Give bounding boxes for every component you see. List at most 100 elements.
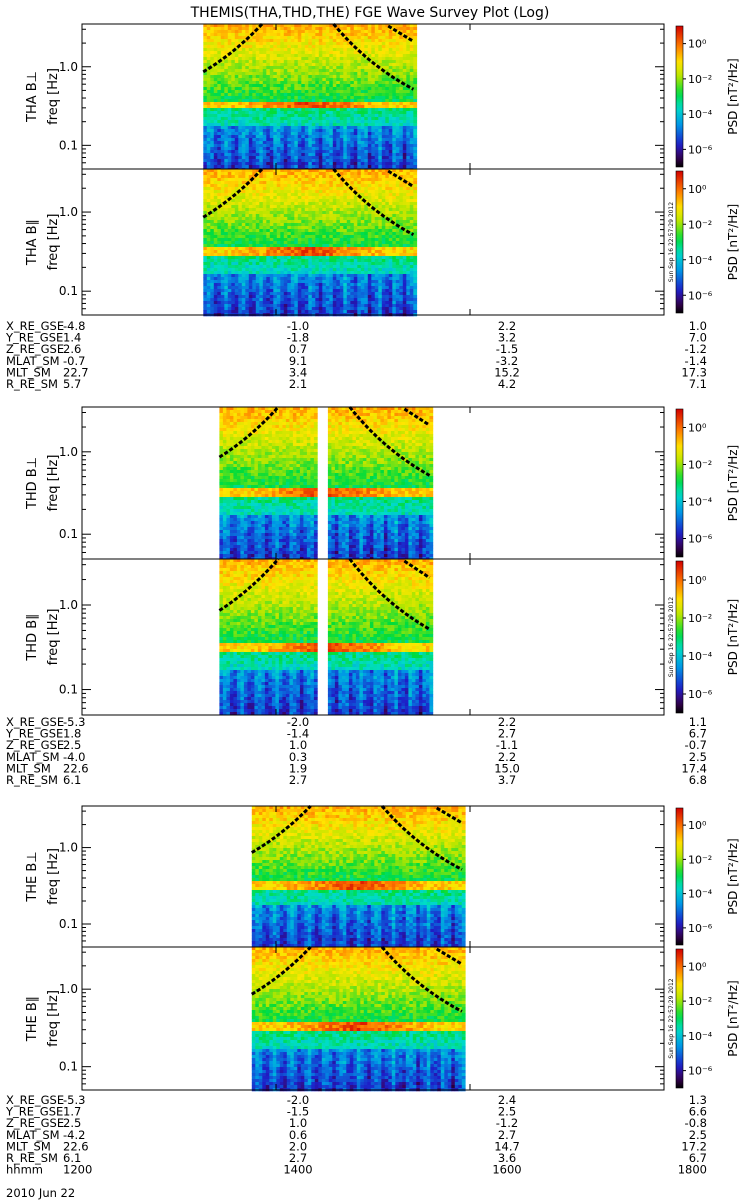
ephemeris-value: -1.8 [287,331,309,345]
harmonic-curve [387,169,415,188]
colorbar-tick-label: 10⁰ [688,819,707,832]
ephemeris-value: 3.4 [289,365,307,379]
colorbar-label: PSD [nT²/Hz] [726,838,740,914]
spectrogram-raster [251,806,466,948]
spectrogram-raster [203,169,418,317]
spectrogram-panel: 1.0 0.1 THE B∥ freq [Hz] 10⁰ 10⁻² 10⁻⁴ 10⁻⁶ PSD … [25,945,740,1092]
spectrogram-panel: 1.0 0.1 THA B∥ freq [Hz] 10⁰ 10⁻² 10⁻⁴ 10⁻⁶ PSD … [25,167,740,317]
ephemeris-row-name: X_RE_GSE [6,1093,64,1107]
colorbar [675,170,684,314]
ephemeris-tables: X_RE_GSE-4.8 -1.0 2.2 1.0Y_RE_GSE 1.4 -1.8 3.2… [5,319,707,1177]
colorbar-tick-label: 10⁰ [688,960,707,973]
colorbar-tick-label: 10⁻⁴ [688,1030,713,1043]
harmonic-curve [380,946,463,1013]
spectrogram-panel: 1.0 0.1 THE B⊥ freq [Hz] 10⁰ 10⁻² 10⁻⁴ 10⁻⁶ PSD … [25,804,740,948]
colorbar-tick-label: 10⁻⁶ [688,688,713,701]
ephemeris-value: 1.0 [689,319,707,333]
colorbar [675,25,684,168]
colorbar-label: PSD [nT²/Hz] [726,980,740,1056]
ephemeris-value: -1.0 [287,319,309,333]
plot-timestamp: Sun Sep 16 22:57:29 2012 [668,597,675,677]
colorbar-tick-label: 10⁻⁶ [688,1065,713,1078]
colorbar-tick-label: 10⁻⁶ [688,533,713,546]
ephemeris-value: 2.1 [289,377,307,391]
ephemeris-row-name: R_RE_SM [6,773,58,787]
colorbar-tick-label: 10⁻² [688,73,712,86]
y-axis-label: freq [Hz] [46,68,61,125]
ephemeris-row-name: Y_RE_GSE [5,727,63,741]
harmonic-curve [250,804,312,854]
ephemeris-table: X_RE_GSE-5.3 -2.0 2.2 1.1 Y_RE_GSE 1.8 -1.4 2.7… [5,715,707,787]
y-tick-label: 1.0 [59,60,78,74]
plot-timestamp: Sun Sep 16 22:57:29 2012 [668,202,675,282]
ephemeris-value: 2.5 [689,750,707,764]
spectrogram-raster [251,947,466,1092]
ephemeris-value: 6.7 [689,1151,707,1165]
ephemeris-value: 17.2 [681,1139,707,1153]
harmonic-curve [387,24,415,43]
ephemeris-row-name: MLT_SM [6,1139,51,1153]
ephemeris-value: -1.5 [496,342,518,356]
y-tick-label: 1.0 [59,205,78,219]
y-tick-label: 0.1 [59,683,78,697]
ephemeris-value: 14.7 [494,1139,520,1153]
ephemeris-value: 2.5 [498,1105,516,1119]
panel-label: THE B∥ [25,996,40,1042]
ephemeris-value: 2.2 [498,319,516,333]
ephemeris-value: 3.6 [498,1151,516,1165]
harmonic-curve [332,168,415,237]
colorbar-label: PSD [nT²/Hz] [726,58,740,134]
harmonic-curve [403,559,431,579]
ephemeris-value: 0.7 [289,342,307,356]
harmonic-curve [202,167,264,219]
ephemeris-value: 2.7 [289,1151,307,1165]
ephemeris-table: X_RE_GSE-5.3 -2.0 2.4 1.3 Y_RE_GSE 1.7 -1.5 2.5… [5,1093,707,1177]
colorbar [675,560,684,714]
colorbar-tick-label: 10⁻⁴ [688,888,713,901]
ephemeris-value: -1.5 [287,1105,309,1119]
ephemeris-value: 6.7 [689,727,707,741]
ephemeris-value: -0.8 [685,1116,707,1130]
ephemeris-value: 2.2 [498,750,516,764]
ephemeris-value: 1800 [678,1163,707,1177]
y-axis-label: freq [Hz] [46,455,61,512]
ephemeris-value: -0.7 [685,738,707,752]
y-axis-label: freq [Hz] [46,990,61,1047]
ephemeris-value: 1.0 [289,738,307,752]
y-axis-label: freq [Hz] [46,848,61,905]
spectrogram-raster [203,24,418,172]
ephemeris-value: 2.5 [63,1116,81,1130]
ephemeris-value: 3.2 [498,331,516,345]
ephemeris-value: 7.0 [689,331,707,345]
colorbar-tick-label: 10⁻⁶ [688,922,713,935]
ephemeris-value: 15.0 [494,761,520,775]
ephemeris-value: 2.5 [689,1128,707,1142]
ephemeris-value: -2.0 [287,1093,309,1107]
ephemeris-value: 1.9 [289,761,307,775]
ephemeris-value: 17.3 [681,365,707,379]
colorbar-tick-label: 10⁻⁴ [688,650,713,663]
ephemeris-value: 4.2 [498,377,516,391]
ephemeris-row-name: X_RE_GSE [6,319,64,333]
ephemeris-row-name: X_RE_GSE [6,715,64,729]
ephemeris-value: -2.0 [287,715,309,729]
ephemeris-row-name: hhmm [6,1163,43,1177]
ephemeris-value: 2.7 [498,1128,516,1142]
harmonic-curve [435,947,463,966]
ephemeris-value: -3.2 [496,354,518,368]
ephemeris-value: -1.2 [496,1116,518,1130]
spectrogram-panel: 1.0 0.1 THA B⊥ freq [Hz] 10⁰ 10⁻² 10⁻⁴ 10⁻⁶ PSD … [25,22,740,172]
colorbar-tick-label: 10⁻² [688,853,712,866]
y-tick-label: 0.1 [59,1060,78,1074]
y-tick-label: 0.1 [59,527,78,541]
harmonic-curve [332,23,415,91]
ephemeris-value: 1200 [63,1163,92,1177]
ephemeris-row-name: R_RE_SM [6,377,58,391]
colorbar [675,807,684,946]
ephemeris-value: 0.3 [289,750,307,764]
y-tick-label: 1.0 [59,445,78,459]
ephemeris-value: 1600 [492,1163,521,1177]
ephemeris-value: -5.3 [63,1093,85,1107]
y-tick-label: 1.0 [59,841,78,855]
